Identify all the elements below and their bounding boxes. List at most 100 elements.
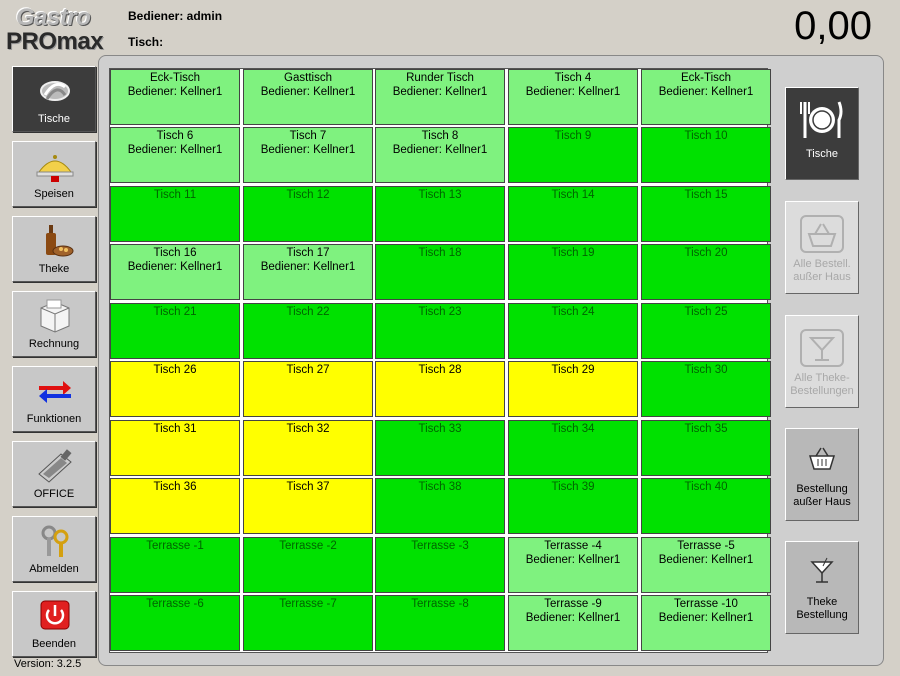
table-cell[interactable]: Terrasse -5 Bediener: Kellner1 bbox=[641, 537, 771, 593]
table-cell[interactable]: Tisch 35 bbox=[641, 420, 771, 476]
table-cell[interactable]: Tisch 16 Bediener: Kellner1 bbox=[110, 244, 240, 300]
table-cell[interactable]: Tisch 19 bbox=[508, 244, 638, 300]
table-name: Tisch 7 bbox=[289, 130, 327, 142]
table-server: Bediener: Kellner1 bbox=[658, 86, 754, 98]
table-cell[interactable]: Tisch 13 bbox=[375, 186, 505, 242]
table-cell[interactable]: Tisch 11 bbox=[110, 186, 240, 242]
table-name: Tisch 26 bbox=[153, 364, 197, 376]
table-name: Tisch 22 bbox=[286, 306, 330, 318]
table-cell[interactable]: Tisch 31 bbox=[110, 420, 240, 476]
table-name: Tisch 12 bbox=[286, 189, 330, 201]
table-cell[interactable]: Terrasse -7 bbox=[243, 595, 373, 651]
theke-bestellung-button[interactable]: Theke Bestellung bbox=[785, 541, 859, 634]
table-name: Terrasse -10 bbox=[674, 598, 738, 610]
table-cell[interactable]: Tisch 17 Bediener: Kellner1 bbox=[243, 244, 373, 300]
nav-funktionen-button[interactable]: Funktionen bbox=[12, 366, 96, 432]
table-cell[interactable]: Tisch 33 bbox=[375, 420, 505, 476]
table-name: Tisch 31 bbox=[153, 423, 197, 435]
table-cell[interactable]: Tisch 20 bbox=[641, 244, 771, 300]
table-server: Bediener: Kellner1 bbox=[525, 86, 621, 98]
table-name: Tisch 27 bbox=[286, 364, 330, 376]
table-cell[interactable]: Tisch 34 bbox=[508, 420, 638, 476]
table-cell[interactable]: Tisch 40 bbox=[641, 478, 771, 534]
table-name: Tisch 13 bbox=[418, 189, 462, 201]
table-cell[interactable]: Runder Tisch Bediener: Kellner1 bbox=[375, 69, 505, 125]
table-server: Bediener: Kellner1 bbox=[260, 86, 356, 98]
table-cell[interactable]: Tisch 4 Bediener: Kellner1 bbox=[508, 69, 638, 125]
nav-speisen-button[interactable]: Speisen bbox=[12, 141, 96, 207]
table-cell[interactable]: Terrasse -10 Bediener: Kellner1 bbox=[641, 595, 771, 651]
table-cell[interactable]: Tisch 26 bbox=[110, 361, 240, 417]
theke-bestellung-label: Theke Bestellung bbox=[796, 596, 848, 621]
nav-tische-label: Tische bbox=[38, 113, 70, 125]
table-cell[interactable]: Terrasse -8 bbox=[375, 595, 505, 651]
table-name: Terrasse -6 bbox=[146, 598, 204, 610]
table-name: Terrasse -3 bbox=[411, 540, 469, 552]
table-name: Terrasse -1 bbox=[146, 540, 204, 552]
receipt-icon bbox=[40, 299, 70, 333]
table-cell[interactable]: Terrasse -4 Bediener: Kellner1 bbox=[508, 537, 638, 593]
table-cell[interactable]: Tisch 29 bbox=[508, 361, 638, 417]
table-name: Tisch 39 bbox=[551, 481, 595, 493]
table-name: Runder Tisch bbox=[406, 72, 474, 84]
table-cell[interactable]: Terrasse -3 bbox=[375, 537, 505, 593]
table-cell[interactable]: Tisch 27 bbox=[243, 361, 373, 417]
table-name: Tisch 38 bbox=[418, 481, 462, 493]
table-cell[interactable]: Tisch 28 bbox=[375, 361, 505, 417]
table-cell[interactable]: Tisch 7 Bediener: Kellner1 bbox=[243, 127, 373, 183]
table-cell[interactable]: Terrasse -1 bbox=[110, 537, 240, 593]
table-cell[interactable]: Terrasse -6 bbox=[110, 595, 240, 651]
table-cell[interactable]: Eck-Tisch Bediener: Kellner1 bbox=[110, 69, 240, 125]
tische-view-button[interactable]: Tische bbox=[785, 87, 859, 180]
nav-tische-button[interactable]: Tische bbox=[12, 66, 96, 132]
table-cell[interactable]: Tisch 36 bbox=[110, 478, 240, 534]
table-name: Tisch 16 bbox=[153, 247, 197, 259]
table-cell[interactable]: Terrasse -2 bbox=[243, 537, 373, 593]
table-name: Tisch 9 bbox=[554, 130, 592, 142]
alle-theke-bestellungen-button[interactable]: Alle Theke-Bestellungen bbox=[785, 315, 859, 408]
table-name: Tisch 6 bbox=[156, 130, 194, 142]
table-cell[interactable]: Tisch 23 bbox=[375, 303, 505, 359]
table-cell[interactable]: Terrasse -9 Bediener: Kellner1 bbox=[508, 595, 638, 651]
table-name: Terrasse -7 bbox=[279, 598, 337, 610]
nav-abmelden-button[interactable]: Abmelden bbox=[12, 516, 96, 582]
plate-cutlery-icon bbox=[800, 101, 843, 138]
nav-rechnung-button[interactable]: Rechnung bbox=[12, 291, 96, 357]
table-cell[interactable]: Tisch 25 bbox=[641, 303, 771, 359]
table-name: Terrasse -2 bbox=[279, 540, 337, 552]
table-cell[interactable]: Gasttisch Bediener: Kellner1 bbox=[243, 69, 373, 125]
table-cell[interactable]: Tisch 30 bbox=[641, 361, 771, 417]
nav-theke-label: Theke bbox=[38, 263, 70, 275]
nav-beenden-button[interactable]: Beenden bbox=[12, 591, 96, 657]
table-cell[interactable]: Tisch 14 bbox=[508, 186, 638, 242]
table-name: Tisch 36 bbox=[153, 481, 197, 493]
alle-bestell-ausser-haus-button[interactable]: Alle Bestell. außer Haus bbox=[785, 201, 859, 294]
alle-bestell-ausser-haus-label: Alle Bestell. außer Haus bbox=[793, 258, 851, 283]
table-server: Bediener: Kellner1 bbox=[127, 144, 223, 156]
table-cell[interactable]: Tisch 32 bbox=[243, 420, 373, 476]
table-cell[interactable]: Tisch 9 bbox=[508, 127, 638, 183]
bestellung-ausser-haus-button[interactable]: Bestellung außer Haus bbox=[785, 428, 859, 521]
table-server: Bediener: Kellner1 bbox=[260, 261, 356, 273]
table-cell[interactable]: Tisch 15 bbox=[641, 186, 771, 242]
cloche-icon bbox=[36, 155, 74, 182]
table-cell[interactable]: Tisch 24 bbox=[508, 303, 638, 359]
nav-rechnung-label: Rechnung bbox=[28, 338, 80, 350]
table-cell[interactable]: Tisch 12 bbox=[243, 186, 373, 242]
table-cell[interactable]: Tisch 8 Bediener: Kellner1 bbox=[375, 127, 505, 183]
table-cell[interactable]: Tisch 22 bbox=[243, 303, 373, 359]
table-cell[interactable]: Tisch 6 Bediener: Kellner1 bbox=[110, 127, 240, 183]
table-cell[interactable]: Tisch 37 bbox=[243, 478, 373, 534]
table-cell[interactable]: Tisch 39 bbox=[508, 478, 638, 534]
table-cell[interactable]: Tisch 18 bbox=[375, 244, 505, 300]
nav-theke-button[interactable]: Theke bbox=[12, 216, 96, 282]
nav-office-button[interactable]: OFFICE bbox=[12, 441, 96, 507]
alle-theke-bestellungen-label: Alle Theke-Bestellungen bbox=[790, 372, 854, 397]
table-cell[interactable]: Tisch 10 bbox=[641, 127, 771, 183]
nav-beenden-label: Beenden bbox=[31, 638, 77, 650]
table-server: Bediener: Kellner1 bbox=[127, 86, 223, 98]
table-name: Tisch 25 bbox=[684, 306, 728, 318]
table-cell[interactable]: Eck-Tisch Bediener: Kellner1 bbox=[641, 69, 771, 125]
table-cell[interactable]: Tisch 38 bbox=[375, 478, 505, 534]
table-cell[interactable]: Tisch 21 bbox=[110, 303, 240, 359]
